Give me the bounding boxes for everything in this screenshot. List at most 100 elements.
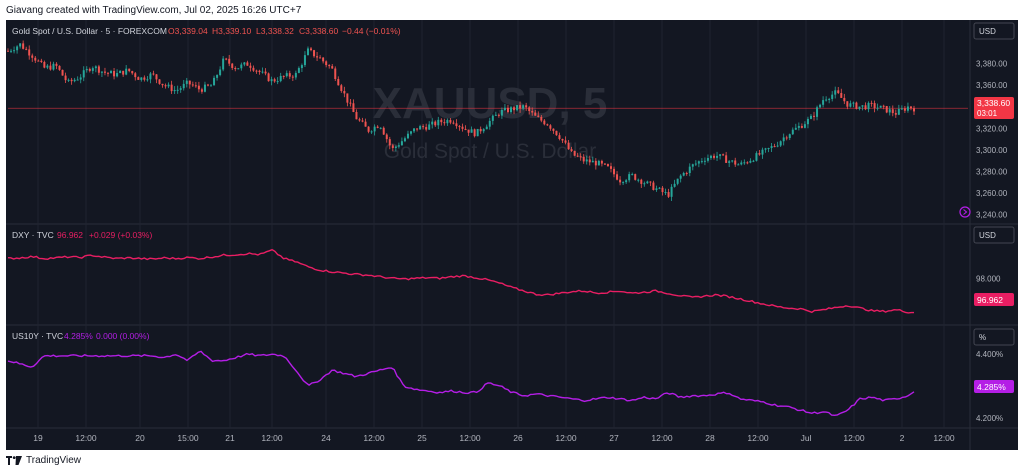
candle-body (449, 119, 452, 123)
candle-body (791, 129, 794, 135)
candle-body (143, 77, 146, 80)
candle-body (152, 73, 155, 75)
candle-body (658, 187, 661, 189)
candle-body (855, 102, 858, 109)
candle-body (685, 172, 688, 174)
candle-body (879, 105, 882, 108)
candle-body (370, 131, 373, 133)
gold-currency-button[interactable]: USD (973, 22, 1015, 40)
candle-body (549, 125, 552, 129)
candle-body (200, 89, 203, 92)
candle-body (300, 65, 303, 69)
candle-body (219, 69, 222, 76)
candle-body (713, 155, 716, 158)
candle-body (646, 181, 649, 184)
svg-text:96.962: 96.962 (977, 295, 1003, 305)
candle-body (243, 62, 246, 65)
candle-body (400, 141, 403, 146)
candle-body (452, 122, 455, 124)
candle-body (337, 79, 340, 86)
x-axis-label: 12:00 (261, 433, 283, 443)
candle-body (809, 115, 812, 119)
gold-legend-open: O3,339.04 (168, 26, 208, 36)
x-axis-label: 12:00 (459, 433, 481, 443)
candle-body (97, 66, 100, 73)
candle-body (688, 166, 691, 174)
candle-body (79, 77, 82, 80)
candle-body (609, 166, 612, 169)
candle-body (843, 97, 846, 102)
candle-body (252, 67, 255, 71)
candle-body (197, 85, 200, 90)
candle-body (846, 101, 849, 107)
candle-body (146, 79, 149, 81)
candle-body (906, 106, 909, 111)
candle-body (794, 127, 797, 130)
candle-body (579, 156, 582, 158)
candle-body (28, 49, 31, 56)
candle-body (70, 79, 73, 82)
candle-body (316, 56, 319, 58)
candle-body (655, 188, 658, 191)
candle-body (788, 134, 791, 139)
dxy-legend-symbol: DXY · TVC (12, 230, 54, 240)
candle-body (858, 106, 861, 109)
candle-body (355, 112, 358, 120)
candle-body (82, 70, 85, 78)
candle-body (122, 70, 125, 75)
candle-body (346, 93, 349, 103)
candle-body (443, 122, 446, 124)
candle-body (434, 121, 437, 126)
x-axis-label: 19 (33, 433, 43, 443)
candle-body (352, 103, 355, 113)
candle-body (313, 50, 316, 57)
candle-body (497, 114, 500, 116)
x-axis-label: 24 (321, 433, 331, 443)
candle-body (94, 66, 97, 69)
dxy-pane: 98.000 (7, 248, 1001, 314)
candle-body (785, 137, 788, 139)
candle-body (722, 154, 725, 156)
candle-body (873, 103, 876, 108)
candle-body (34, 57, 37, 61)
candle-body (46, 65, 49, 68)
candle-body (306, 48, 309, 56)
candle-body (840, 93, 843, 98)
candle-body (709, 155, 712, 159)
dxy-currency-button[interactable]: USD (973, 226, 1015, 244)
candle-body (543, 120, 546, 125)
candle-body (261, 71, 264, 73)
candle-body (622, 182, 625, 184)
candle-body (376, 126, 379, 128)
tradingview-logo-icon (6, 456, 22, 465)
candle-body (285, 73, 288, 77)
candle-body (691, 164, 694, 167)
candle-body (358, 119, 361, 121)
candle-body (558, 135, 561, 139)
candle-body (519, 105, 522, 109)
candle-body (425, 127, 428, 130)
candle-body (867, 102, 870, 110)
candle-body (625, 180, 628, 183)
candle-body (700, 161, 703, 163)
candle-body (576, 155, 579, 157)
candle-body (131, 71, 134, 74)
candle-body (703, 160, 706, 162)
x-axis-label: 12:00 (363, 433, 385, 443)
candle-body (540, 116, 543, 121)
x-axis-label: 12:00 (933, 433, 955, 443)
candle-body (64, 75, 67, 81)
candle-body (173, 90, 176, 92)
candle-body (888, 109, 891, 113)
us10y-percent-button[interactable]: % (973, 328, 1015, 346)
alert-clock-icon[interactable] (959, 206, 971, 218)
candle-body (319, 57, 322, 59)
gold-price-badge: 3,338.60 03:01 (974, 97, 1014, 119)
candle-body (291, 76, 294, 78)
candle-body (494, 114, 497, 116)
candle-body (776, 145, 779, 147)
candle-body (506, 107, 509, 113)
svg-text:USD: USD (979, 27, 996, 36)
candle-body (876, 107, 879, 109)
